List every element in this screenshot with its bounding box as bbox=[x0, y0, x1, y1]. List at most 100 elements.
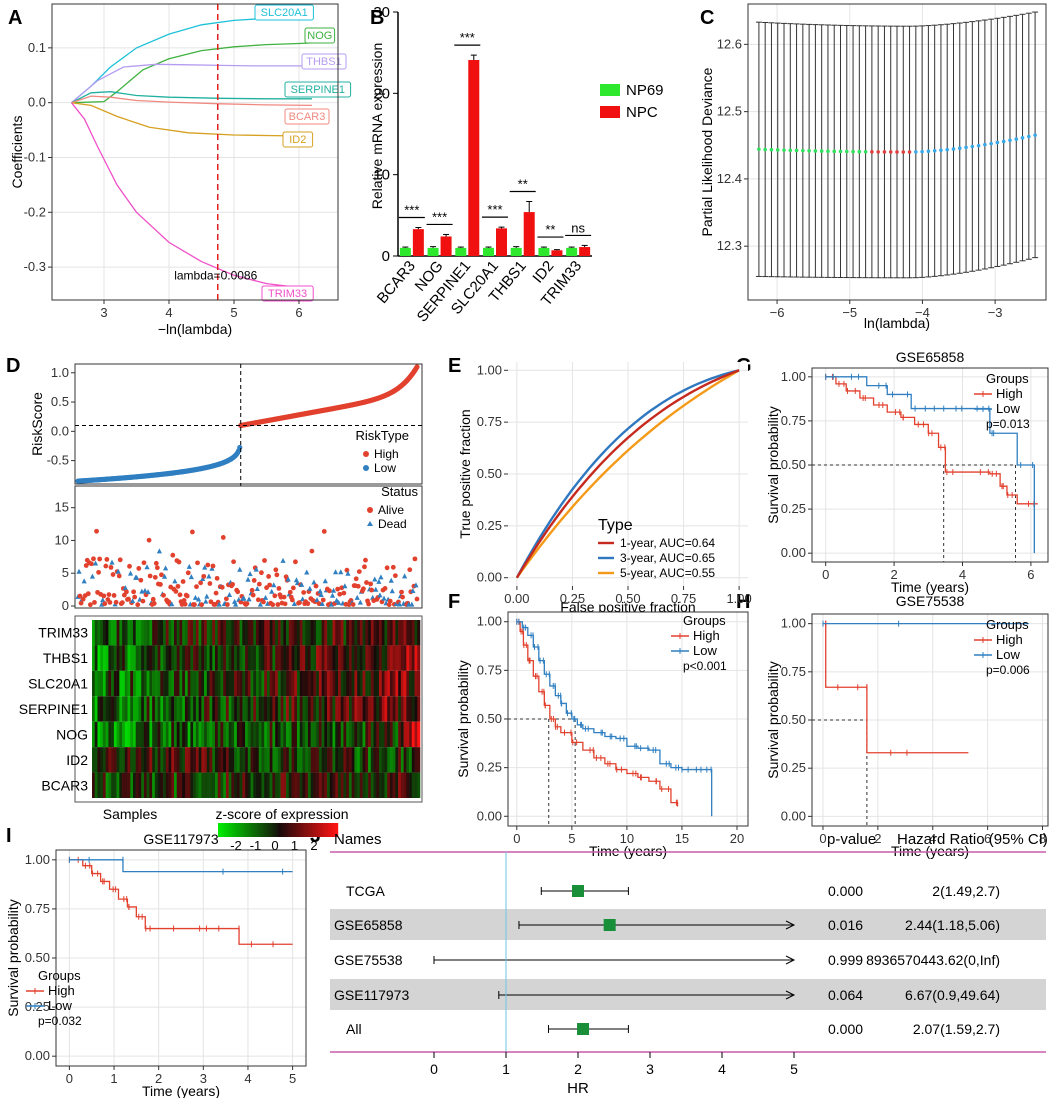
heatmap-cell bbox=[212, 721, 216, 748]
km-legend-high: High bbox=[693, 628, 720, 643]
hr-point bbox=[577, 1023, 590, 1035]
heatmap-cell bbox=[409, 620, 413, 646]
colorbar-segment bbox=[308, 823, 311, 837]
heatmap-cell bbox=[392, 620, 396, 646]
heatmap-cell bbox=[343, 645, 347, 671]
heatmap-cell bbox=[165, 747, 169, 773]
heatmap-cell bbox=[163, 772, 167, 798]
km-legend-title: Groups bbox=[683, 613, 726, 628]
heatmap-cell bbox=[225, 620, 229, 646]
heatmap-cell bbox=[354, 721, 358, 748]
status-dead-point bbox=[172, 578, 178, 584]
status-dead-point bbox=[257, 601, 263, 607]
heatmap-cell bbox=[332, 670, 336, 697]
heatmap-cell bbox=[275, 747, 279, 773]
colorbar-segment bbox=[252, 823, 255, 837]
heatmap-cell bbox=[258, 645, 262, 671]
heatmap-cell bbox=[250, 747, 254, 773]
heatmap-cell bbox=[182, 645, 186, 671]
status-alive-point bbox=[407, 567, 413, 573]
status-alive-point bbox=[350, 602, 356, 607]
heatmap-cell bbox=[351, 696, 355, 722]
heatmap-cell bbox=[215, 696, 219, 722]
heatmap-cell bbox=[133, 670, 137, 697]
heatmap-cell bbox=[310, 747, 314, 773]
heatmap-cell bbox=[141, 772, 145, 798]
heatmap-cell bbox=[357, 721, 361, 748]
heatmap-cell bbox=[111, 747, 115, 773]
heatmap-cell bbox=[324, 645, 328, 671]
heatmap-cell bbox=[239, 696, 243, 722]
status-dead-point bbox=[307, 585, 313, 591]
heatmap-cell bbox=[417, 747, 421, 773]
heatmap-cell bbox=[124, 747, 128, 773]
heatmap-cell bbox=[198, 670, 202, 697]
cv-mean-point bbox=[807, 148, 811, 153]
heatmap-cell bbox=[174, 696, 178, 722]
heatmap-cell bbox=[127, 772, 131, 798]
heatmap-cell bbox=[411, 747, 415, 773]
status-alive-point bbox=[119, 600, 125, 606]
heatmap-cell bbox=[266, 747, 270, 773]
heatmap-cell bbox=[286, 670, 290, 697]
heatmap-cell bbox=[398, 645, 402, 671]
heatmap-cell bbox=[384, 721, 388, 748]
heatmap-cell bbox=[318, 645, 322, 671]
heatmap-cell bbox=[417, 670, 421, 697]
heatmap-cell bbox=[340, 670, 344, 697]
status-alive-point bbox=[138, 577, 144, 583]
heatmap-cell bbox=[182, 772, 186, 798]
status-alive-point bbox=[207, 581, 213, 586]
status-dead-point bbox=[271, 582, 277, 588]
heatmap-cell bbox=[133, 721, 137, 748]
heatmap-cell bbox=[225, 696, 229, 722]
heatmap-cell bbox=[163, 696, 167, 722]
row-hr-text: 6.67(0.9,49.64) bbox=[905, 987, 1000, 1003]
x-tick-label: 0 bbox=[430, 1061, 438, 1077]
heatmap-cell bbox=[220, 721, 224, 748]
heatmap-cell bbox=[236, 721, 240, 748]
heatmap-cell bbox=[264, 670, 268, 697]
risktype-legend-high: High bbox=[374, 447, 399, 461]
status-alive-point bbox=[150, 596, 156, 602]
heatmap-cell bbox=[291, 620, 295, 646]
heatmap-cell bbox=[168, 721, 172, 748]
heatmap-cell bbox=[105, 620, 109, 646]
y-tick-label: 0.75 bbox=[25, 901, 50, 916]
heatmap-row-label: SERPINE1 bbox=[19, 701, 88, 717]
heatmap-cell bbox=[119, 772, 123, 798]
status-alive-point bbox=[154, 565, 160, 571]
status-alive-point bbox=[400, 594, 405, 600]
panel-h-km-gse75538: GSE75538 0 2 4 6 8 0.00 0.25 0.50 0.75 1.00 Time (y… bbox=[765, 593, 1049, 859]
heatmap-cell bbox=[280, 620, 284, 646]
heatmap-cell bbox=[365, 670, 369, 697]
heatmap-cell bbox=[122, 670, 126, 697]
colorbar-tick: 0 bbox=[271, 838, 278, 853]
heatmap-cell bbox=[122, 696, 126, 722]
heatmap-cell bbox=[316, 721, 320, 748]
cv-mean-point bbox=[813, 149, 818, 153]
status-alive-point bbox=[230, 581, 235, 587]
heatmap-cell bbox=[400, 696, 404, 722]
heatmap-cell bbox=[411, 772, 415, 798]
heatmap-cell bbox=[318, 747, 322, 773]
status-alive-point bbox=[344, 567, 350, 573]
heatmap-cell bbox=[209, 620, 213, 646]
heatmap-cell bbox=[264, 721, 268, 748]
heatmap-cell bbox=[387, 696, 391, 722]
heatmap-cell bbox=[266, 670, 270, 697]
heatmap-cell bbox=[124, 721, 128, 748]
status-alive-point bbox=[199, 602, 205, 608]
heatmap-cell bbox=[168, 772, 172, 798]
plot-frame bbox=[51, 3, 339, 301]
heatmap-cell bbox=[327, 645, 331, 671]
y-tick-label: 0.75 bbox=[477, 662, 502, 677]
status-alive-point bbox=[177, 592, 183, 598]
y-axis-title: Survival probability bbox=[765, 661, 781, 779]
heatmap-cell bbox=[357, 747, 361, 773]
x-tick-label: 1 bbox=[110, 1071, 117, 1086]
heatmap-cell bbox=[182, 747, 186, 773]
heatmap-cell bbox=[119, 696, 123, 722]
cv-mean-point bbox=[920, 149, 924, 154]
status-alive-point bbox=[131, 589, 137, 595]
